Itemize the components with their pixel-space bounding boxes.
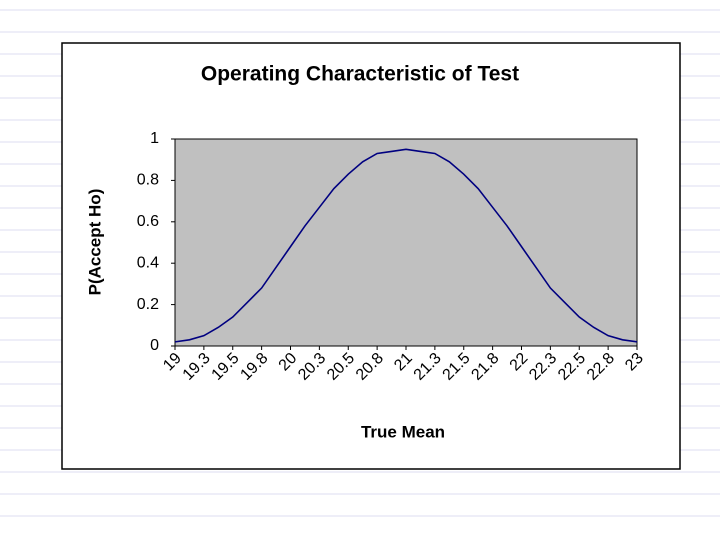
data-line: [174, 148, 638, 343]
y-tick-label: 0.4: [137, 254, 159, 271]
y-tick-label: 0: [150, 337, 159, 354]
y-axis-label: P(Accept Ho): [85, 189, 104, 296]
x-axis-label: True Mean: [361, 422, 445, 441]
y-tick-label: 0.8: [137, 172, 159, 189]
chart-title: Operating Characteristic of Test: [201, 63, 519, 86]
plot-area: [174, 138, 638, 347]
y-tick-label: 1: [150, 130, 159, 147]
y-tick-label: 0.6: [137, 213, 159, 230]
y-tick-label: 0.2: [137, 296, 159, 313]
